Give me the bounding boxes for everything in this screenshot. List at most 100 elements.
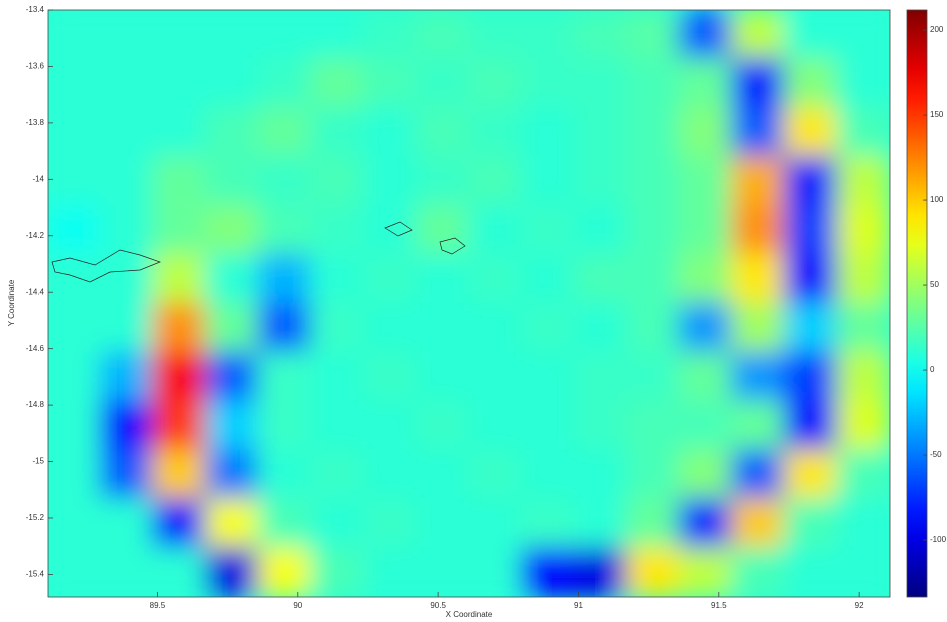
heatmap-cell — [48, 204, 102, 256]
heatmap-cell — [520, 253, 576, 305]
heatmap-cell — [731, 10, 786, 60]
heatmap-cell — [48, 253, 102, 305]
y-tick-label: -13.8 — [26, 118, 45, 127]
y-tick-label: -15.2 — [26, 513, 45, 522]
heatmap-cell — [48, 449, 102, 501]
y-tick-label: -14.2 — [26, 231, 45, 240]
colorbar-tick-label: 0 — [930, 365, 935, 374]
heatmap-cell — [836, 351, 890, 403]
heatmap-cell — [573, 10, 628, 60]
heatmap-cell — [362, 155, 418, 207]
heatmap-cell — [573, 253, 628, 305]
y-tick-label: -14.4 — [26, 287, 45, 296]
colorbar-tick-label: 50 — [930, 280, 939, 289]
heatmap-cell — [625, 57, 681, 109]
heatmap-cell — [257, 253, 313, 305]
heatmap-cell — [468, 106, 523, 158]
heatmap-cell — [573, 547, 628, 597]
heatmap-cell — [152, 449, 207, 501]
heatmap-cell — [836, 547, 890, 597]
heatmap-cell — [625, 155, 681, 207]
heatmap-cell — [152, 204, 207, 256]
heatmap-cell — [310, 10, 365, 60]
heatmap-cell — [625, 547, 681, 597]
heatmap-cell — [573, 302, 628, 354]
heatmap-cell — [520, 498, 576, 550]
heatmap-cell — [310, 155, 365, 207]
colorbar-tick-label: 100 — [930, 195, 944, 204]
heatmap-cell — [415, 57, 470, 109]
heatmap-cell — [625, 106, 681, 158]
heatmap-cell — [625, 400, 681, 452]
heatmap-cell — [257, 547, 313, 597]
x-tick-label: 91 — [574, 601, 583, 610]
x-tick-label: 90.5 — [430, 601, 446, 610]
heatmap-cell — [678, 351, 734, 403]
heatmap-cell — [625, 204, 681, 256]
heatmap-cell — [468, 547, 523, 597]
y-axis-label: Y Coordinate — [7, 279, 16, 326]
heatmap-cell — [99, 400, 155, 452]
coastline — [439, 237, 466, 255]
heatmap-cell — [415, 498, 470, 550]
heatmap-cell — [625, 10, 681, 60]
heatmap-cell — [362, 498, 418, 550]
heatmap-cell — [99, 547, 155, 597]
heatmap-cell — [468, 302, 523, 354]
heatmap-cell — [415, 10, 470, 60]
heatmap-cell — [152, 57, 207, 109]
y-tick-label: -14.8 — [26, 400, 45, 409]
heatmap-cell — [152, 253, 207, 305]
y-tick-label: -13.4 — [26, 5, 45, 14]
heatmap-cell — [625, 351, 681, 403]
heatmap-cell — [468, 400, 523, 452]
heatmap-cell — [468, 204, 523, 256]
heatmap-cell — [836, 400, 890, 452]
heatmap-cell — [731, 155, 786, 207]
heatmap-cell — [415, 400, 470, 452]
heatmap-cell — [625, 449, 681, 501]
heatmap-cell — [99, 10, 155, 60]
heatmap-cell — [152, 547, 207, 597]
heatmap-cell — [520, 204, 576, 256]
heatmap-cell — [678, 253, 734, 305]
heatmap-cell — [573, 351, 628, 403]
heatmap-cell — [362, 351, 418, 403]
heatmap-cell — [152, 498, 207, 550]
y-tick-label: -15.4 — [26, 570, 45, 579]
colorbar-tick-label: 200 — [930, 25, 944, 34]
heatmap-cell — [415, 204, 470, 256]
heatmap-cell — [836, 106, 890, 158]
heatmap-cell — [783, 57, 839, 109]
heatmap-cell — [204, 204, 260, 256]
heatmap-cell — [48, 155, 102, 207]
heatmap-cell — [731, 351, 786, 403]
heatmap-cell — [48, 547, 102, 597]
heatmap-cell — [415, 449, 470, 501]
heatmap-cell — [415, 302, 470, 354]
heatmap-cell — [257, 302, 313, 354]
heatmap-cell — [257, 498, 313, 550]
heatmap-cell — [204, 155, 260, 207]
plot-frame — [47, 9, 891, 598]
heatmap-cell — [310, 302, 365, 354]
heatmap-cell — [99, 57, 155, 109]
heatmap-cell — [468, 155, 523, 207]
heatmap-cell — [415, 351, 470, 403]
heatmap-cell — [204, 106, 260, 158]
heatmap-cell — [152, 302, 207, 354]
heatmap-cell — [731, 547, 786, 597]
colorbar-tick-label: -100 — [930, 535, 947, 544]
heatmap-cell — [362, 253, 418, 305]
heatmap-cell — [99, 106, 155, 158]
heatmap-cell — [678, 57, 734, 109]
heatmap-cell — [783, 253, 839, 305]
heatmap-cell — [99, 351, 155, 403]
heatmap-cell — [573, 155, 628, 207]
heatmap-cell — [257, 10, 313, 60]
heatmap-cell — [362, 449, 418, 501]
heatmap-cell — [783, 498, 839, 550]
heatmap-cell — [678, 155, 734, 207]
heatmap-cell — [310, 351, 365, 403]
